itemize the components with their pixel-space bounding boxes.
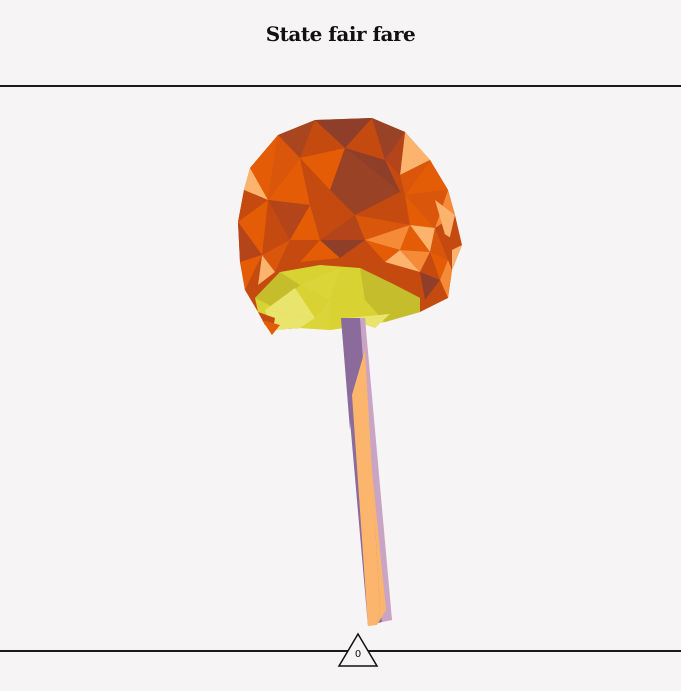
apple-body (238, 118, 462, 330)
score-value: 0 (354, 649, 362, 660)
score-counter: 0 (337, 632, 379, 668)
page-title: State fair fare (265, 22, 416, 46)
header: State fair fare (0, 0, 681, 86)
top-divider (0, 85, 681, 87)
candy-stick (341, 318, 392, 626)
bottom-divider (0, 650, 681, 652)
triangle-icon (337, 632, 379, 667)
apple-bottom (258, 312, 280, 335)
candy-apple-icon[interactable] (0, 87, 681, 650)
caramel-band (255, 265, 420, 330)
game-stage[interactable] (0, 87, 681, 650)
